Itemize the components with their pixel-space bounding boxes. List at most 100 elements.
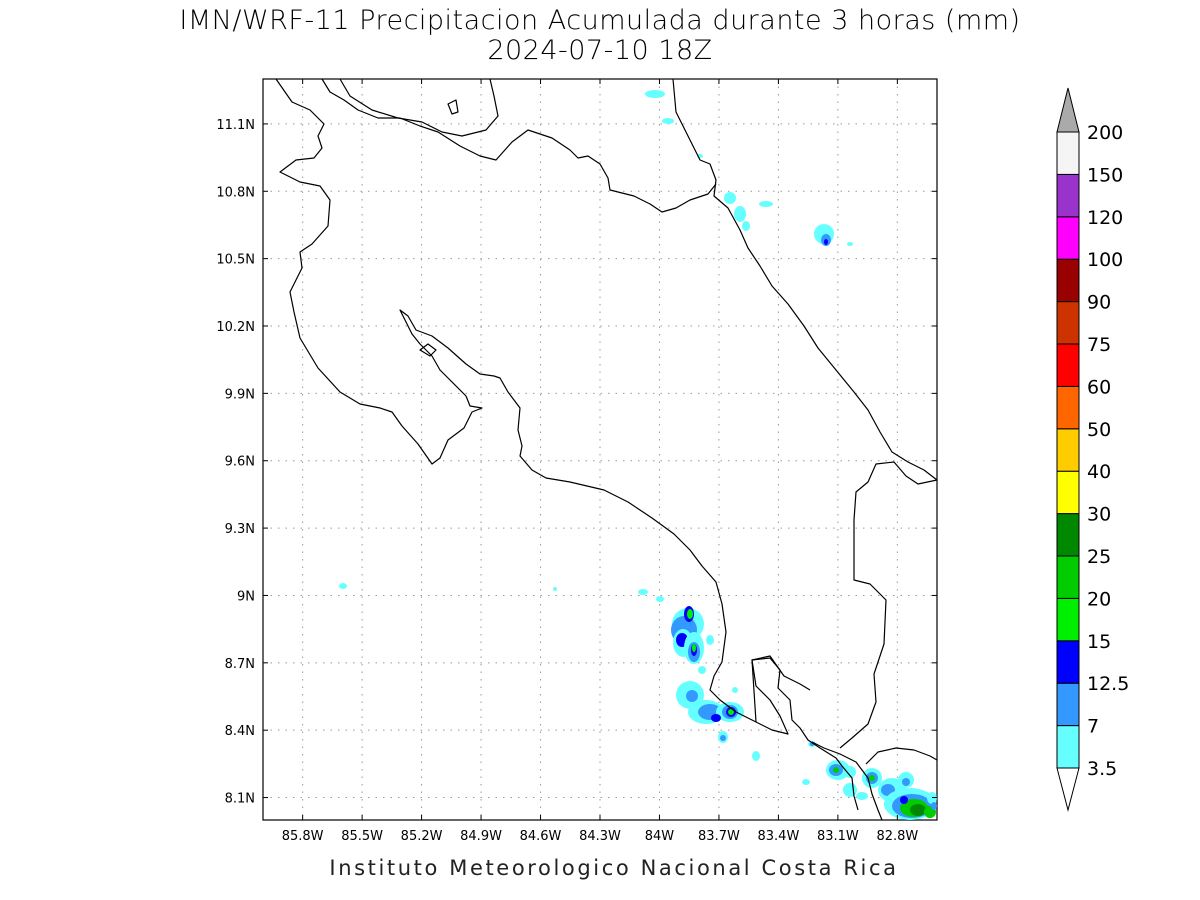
panama-coast (865, 747, 938, 765)
precip-cell (656, 596, 664, 602)
lake-nicaragua-shore (321, 78, 717, 213)
precip-cell (706, 635, 714, 645)
precip-cell (869, 775, 875, 781)
precip-cell (902, 778, 910, 786)
map-subtitle: 2024-07-10 18Z (487, 35, 713, 66)
colorbar-segment (1056, 725, 1080, 769)
coastline (275, 78, 938, 821)
colorbar-label: 100 (1087, 249, 1123, 271)
colorbar-label: 90 (1087, 292, 1111, 314)
map-title: IMN/WRF-11 Precipitacion Acumulada duran… (179, 5, 1021, 36)
precip-cell (720, 735, 726, 741)
colorbar-label: 25 (1087, 546, 1111, 568)
osa-peninsula (751, 655, 811, 723)
precip-cell (847, 242, 853, 246)
colorbar-label: 20 (1087, 588, 1111, 610)
lon-tick-label: 84.3W (579, 829, 621, 844)
lon-tick-label: 85.5W (341, 829, 383, 844)
precip-cell (931, 802, 937, 810)
colorbar-segment (1056, 470, 1080, 515)
lon-tick-label: 84.9W (460, 829, 502, 844)
colorbar-bottom-arrow (1056, 767, 1080, 812)
precip-cell (843, 783, 857, 797)
colorbar-segment (1056, 343, 1080, 387)
precip-cell (339, 583, 347, 589)
lat-tick-label: 10.5N (216, 253, 255, 268)
lat-tick-label: 8.7N (225, 657, 255, 672)
precip-cell (802, 779, 810, 785)
colorbar-label: 15 (1087, 631, 1111, 653)
colorbar-label: 150 (1087, 164, 1123, 186)
map-frame (262, 78, 938, 821)
lon-tick-label: 85.8W (282, 829, 324, 844)
colorbar-label: 120 (1087, 207, 1123, 229)
colorbar-segment (1056, 301, 1080, 345)
colorbar-segment (1056, 513, 1080, 557)
lon-tick-label: 84W (645, 829, 675, 844)
colorbar-label: 50 (1087, 419, 1111, 441)
colorbar-segment (1056, 258, 1080, 303)
colorbar-label: 60 (1087, 376, 1111, 398)
latitude-ticks: 11.1N 10.8N 10.5N 10.2N 9.9N 9.6N 9.3N 9N 8.7N 8.… (216, 118, 937, 807)
precip-cell (759, 201, 773, 207)
lat-tick-label: 10.8N (216, 185, 255, 200)
footer-credit: Instituto Meteorologico Nacional Costa R… (329, 856, 899, 880)
colorbar-segment (1056, 597, 1080, 642)
precip-cell (692, 644, 696, 652)
colorbar-segment (1056, 682, 1080, 727)
lon-tick-label: 84.6W (520, 829, 562, 844)
lat-tick-label: 9.6N (225, 455, 255, 470)
colorbar-label: 7 (1087, 716, 1099, 738)
precip-cell (686, 690, 698, 702)
precip-cell (638, 589, 648, 595)
ometepe-island (447, 99, 459, 115)
longitude-ticks: 85.8W 85.5W 85.2W 84.9W 84.6W 84.3W 84W 83.7W 83… (282, 79, 918, 844)
precip-cell (856, 792, 868, 800)
precip-cell (687, 609, 693, 619)
caribbean-coastline (672, 78, 938, 481)
colorbar-top-arrow (1056, 87, 1080, 133)
lake-nicaragua-south (339, 78, 499, 137)
precip-cell (844, 766, 856, 778)
lat-tick-label: 11.1N (216, 118, 255, 133)
precip-cell (833, 767, 839, 773)
colorbar-label: 3.5 (1087, 758, 1117, 780)
precip-cell (553, 587, 557, 591)
precip-cell (711, 714, 721, 722)
colorbar-label: 40 (1087, 461, 1111, 483)
lon-tick-label: 83.7W (698, 829, 740, 844)
lon-tick-label: 83.4W (758, 829, 800, 844)
lon-tick-label: 85.2W (401, 829, 443, 844)
precip-cell (752, 751, 760, 761)
precip-cell (728, 709, 734, 715)
pacific-coastline (275, 78, 859, 811)
colorbar-label: 12.5 (1087, 673, 1129, 695)
precip-cell (900, 796, 908, 804)
precip-cell (645, 90, 665, 98)
colorbar-segment (1056, 173, 1080, 218)
precip-cell (824, 239, 828, 245)
bocas-coast (839, 461, 938, 749)
lat-tick-label: 10.2N (216, 320, 255, 335)
colorbar-segment (1056, 640, 1080, 684)
precip-cell (662, 118, 674, 124)
panama-border (811, 741, 883, 821)
precip-cell (910, 804, 926, 816)
colorbar-segment (1056, 216, 1080, 260)
colorbar: 3.5 7 12.5 15 20 25 30 40 50 60 75 90 100 120 150 200 (1056, 87, 1129, 812)
precip-cell (698, 666, 706, 674)
precip-cell (742, 221, 750, 231)
colorbar-segment (1056, 385, 1080, 430)
precip-cell (734, 206, 746, 222)
lon-tick-label: 82.8W (876, 829, 918, 844)
lat-tick-label: 8.1N (225, 792, 255, 807)
colorbar-label: 30 (1087, 504, 1111, 526)
precip-cell (724, 192, 736, 204)
colorbar-segment (1056, 428, 1080, 472)
colorbar-segment (1056, 131, 1080, 175)
lon-tick-label: 83.1W (817, 829, 859, 844)
lat-tick-label: 8.4N (225, 724, 255, 739)
colorbar-label: 75 (1087, 334, 1111, 356)
lat-tick-label: 9.3N (225, 522, 255, 537)
